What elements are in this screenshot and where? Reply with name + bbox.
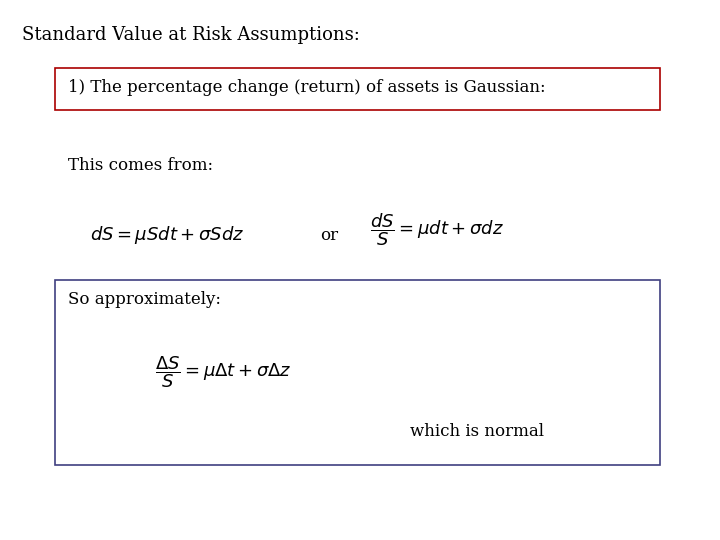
Text: which is normal: which is normal [410,423,544,441]
Text: So approximately:: So approximately: [68,292,221,308]
Text: 1) The percentage change (return) of assets is Gaussian:: 1) The percentage change (return) of ass… [68,79,546,97]
FancyBboxPatch shape [55,280,660,465]
Text: $dS = \mu Sdt + \sigma Sdz$: $dS = \mu Sdt + \sigma Sdz$ [90,224,245,246]
Text: This comes from:: This comes from: [68,157,213,173]
Text: $\dfrac{\Delta S}{S} = \mu \Delta t + \sigma \Delta z$: $\dfrac{\Delta S}{S} = \mu \Delta t + \s… [155,354,292,390]
FancyBboxPatch shape [55,68,660,110]
Text: $\dfrac{dS}{S} = \mu dt + \sigma dz$: $\dfrac{dS}{S} = \mu dt + \sigma dz$ [370,212,504,248]
Text: Standard Value at Risk Assumptions:: Standard Value at Risk Assumptions: [22,26,360,44]
Text: or: or [320,226,338,244]
